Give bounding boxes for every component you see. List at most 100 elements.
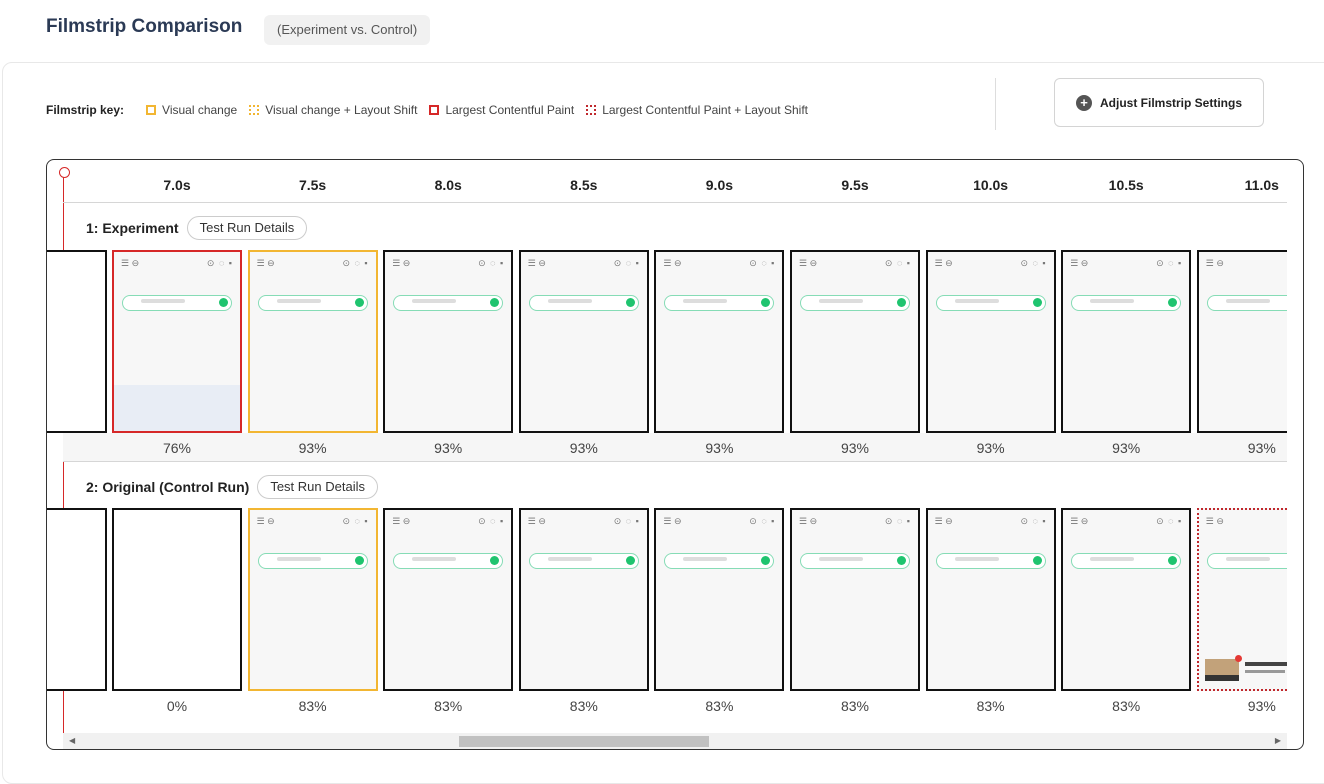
filmstrip-frame-partial[interactable] <box>46 250 107 433</box>
filmstrip-frame[interactable]: ☰ ⊖⊙ ◌ ▪ <box>112 250 242 433</box>
frame-search-bar <box>122 295 232 311</box>
search-placeholder <box>548 299 592 303</box>
row-divider <box>63 461 1287 462</box>
visual-complete-percent: 83% <box>408 698 488 714</box>
filmstrip-frame[interactable]: ☰ ⊖ ⊙ ◌ ▪ <box>383 250 513 433</box>
search-placeholder <box>819 557 863 561</box>
frame-search-bar <box>529 295 639 311</box>
search-placeholder <box>955 557 999 561</box>
search-placeholder <box>1090 299 1134 303</box>
search-placeholder <box>683 557 727 561</box>
filmstrip-frame[interactable]: ☰ ⊖⊙ ◌ ▪ <box>248 250 378 433</box>
frame-topbar: ☰ ⊖⊙ ◌ ▪ <box>528 258 640 268</box>
adjust-filmstrip-settings-button[interactable]: + Adjust Filmstrip Settings <box>1054 78 1264 127</box>
toolbar-icons: ⊙ ◌ ▪ <box>478 258 504 269</box>
visual-complete-percent: 93% <box>544 440 624 456</box>
ad-badge <box>1235 655 1242 662</box>
timeline-tick: 8.0s <box>408 177 488 193</box>
swatch-solid-yellow <box>146 105 156 115</box>
filmstrip-frame[interactable]: ☰ ⊖ ⊙ ◌ ▪ <box>1061 250 1191 433</box>
visual-complete-percent: 93% <box>408 440 488 456</box>
filmstrip-frame[interactable]: ☰ ⊖⊙ ◌ ▪ <box>1061 508 1191 691</box>
frame-topbar: ☰ ⊖⊙ ◌ ▪ <box>257 258 369 268</box>
visual-complete-percent: 83% <box>679 698 759 714</box>
filmstrip-frame[interactable]: ☰ ⊖⊙ ◌ ▪ <box>790 250 920 433</box>
search-go-icon <box>897 298 906 307</box>
frame-search-bar <box>800 553 910 569</box>
search-go-icon <box>761 556 770 565</box>
timeline-divider <box>63 202 1287 203</box>
timeline-tick: 11.0s <box>1222 177 1302 193</box>
visual-complete-percent: 93% <box>1086 440 1166 456</box>
menu-icon: ☰ ⊖ <box>1070 258 1088 269</box>
search-placeholder <box>819 299 863 303</box>
filmstrip-frame[interactable]: ☰ ⊖⊙ ◌ ▪ <box>383 508 513 691</box>
filmstrip-frame[interactable]: ☰ ⊖⊙ ◌ ▪ <box>519 250 649 433</box>
frame-search-bar <box>664 553 774 569</box>
scrollbar-thumb[interactable] <box>459 736 709 747</box>
test-run-details-button[interactable]: Test Run Details <box>257 475 378 499</box>
frame-topbar: ☰ ⊖ ⊙ ◌ ▪ <box>1070 258 1182 268</box>
filmstrip-frame[interactable]: ☰ ⊖⊙ ◌ ▪ <box>926 508 1056 691</box>
filmstrip-frame-partial[interactable] <box>46 508 107 691</box>
plus-circle-icon: + <box>1076 95 1092 111</box>
filmstrip-frame[interactable]: ☰ ⊖⊙ ◌ ▪ <box>790 508 920 691</box>
filmstrip-frame[interactable]: ☰ ⊖⊙ ◌ ▪ <box>926 250 1056 433</box>
filmstrip-frame[interactable]: ☰ ⊖⊙ ◌ ▪ <box>519 508 649 691</box>
toolbar-icons: ⊙ ◌ ▪ <box>614 516 640 527</box>
menu-icon: ☰ ⊖ <box>1206 258 1224 269</box>
toolbar-icons: ⊙ ◌ ▪ <box>1156 258 1182 269</box>
frame-search-bar <box>393 553 503 569</box>
search-go-icon <box>626 556 635 565</box>
right-edge-mask <box>1287 204 1303 733</box>
key-item-label: Visual change <box>162 103 237 117</box>
menu-icon: ☰ ⊖ <box>392 258 410 269</box>
row-label-control: 2: Original (Control Run) Test Run Detai… <box>86 475 378 499</box>
timeline-tick: 7.0s <box>137 177 217 193</box>
horizontal-scrollbar[interactable]: ◀ ▶ <box>63 733 1287 749</box>
test-run-details-button[interactable]: Test Run Details <box>187 216 308 240</box>
header-divider <box>995 78 996 130</box>
search-placeholder <box>277 557 321 561</box>
scroll-right-arrow-icon[interactable]: ▶ <box>1275 733 1281 749</box>
frame-topbar: ☰ ⊖⊙ ◌ ▪ <box>257 516 369 526</box>
filmstrip-frame[interactable]: ☰ ⊖⊙ ◌ ▪ <box>248 508 378 691</box>
frame-topbar: ☰ ⊖⊙ ◌ ▪ <box>663 258 775 268</box>
filmstrip-frame[interactable]: ☰ ⊖⊙ ◌ ▪ <box>654 250 784 433</box>
frame-topbar: ☰ ⊖⊙ ◌ ▪ <box>121 258 233 268</box>
search-placeholder <box>1090 557 1134 561</box>
time-cursor-handle[interactable] <box>59 167 70 178</box>
key-item-label: Largest Contentful Paint <box>445 103 574 117</box>
frame-topbar: ☰ ⊖⊙ ◌ ▪ <box>663 516 775 526</box>
search-placeholder <box>955 299 999 303</box>
search-go-icon <box>626 298 635 307</box>
frame-search-bar <box>258 553 368 569</box>
search-go-icon <box>1033 556 1042 565</box>
menu-icon: ☰ ⊖ <box>392 516 410 527</box>
frame-topbar: ☰ ⊖⊙ ◌ ▪ <box>935 258 1047 268</box>
toolbar-icons: ⊙ ◌ ▪ <box>885 258 911 269</box>
toolbar-icons: ⊙ ◌ ▪ <box>614 258 640 269</box>
search-go-icon <box>761 298 770 307</box>
swatch-dotted-yellow <box>249 105 259 115</box>
search-go-icon <box>219 298 228 307</box>
visual-complete-percent: 93% <box>951 440 1031 456</box>
timeline-tick: 10.0s <box>951 177 1031 193</box>
frame-topbar: ☰ ⊖⊙ ◌ ▪ <box>392 516 504 526</box>
toolbar-icons: ⊙ ◌ ▪ <box>1021 516 1047 527</box>
filmstrip-frame[interactable]: ☰ ⊖⊙ ◌ ▪ <box>654 508 784 691</box>
frame-topbar: ☰ ⊖⊙ ◌ ▪ <box>528 516 640 526</box>
key-item-visual-change: Visual change <box>146 103 237 117</box>
scroll-left-arrow-icon[interactable]: ◀ <box>69 733 75 749</box>
visual-complete-percent: 83% <box>815 698 895 714</box>
menu-icon: ☰ ⊖ <box>1206 516 1224 527</box>
visual-complete-percent: 76% <box>137 440 217 456</box>
search-placeholder <box>548 557 592 561</box>
filmstrip-key-label: Filmstrip key: <box>46 103 124 117</box>
search-go-icon <box>897 556 906 565</box>
filmstrip-key: Filmstrip key: Visual change Visual chan… <box>46 103 820 117</box>
menu-icon: ☰ ⊖ <box>663 516 681 527</box>
ad-img <box>1205 659 1239 681</box>
filmstrip-frame[interactable] <box>112 508 242 691</box>
